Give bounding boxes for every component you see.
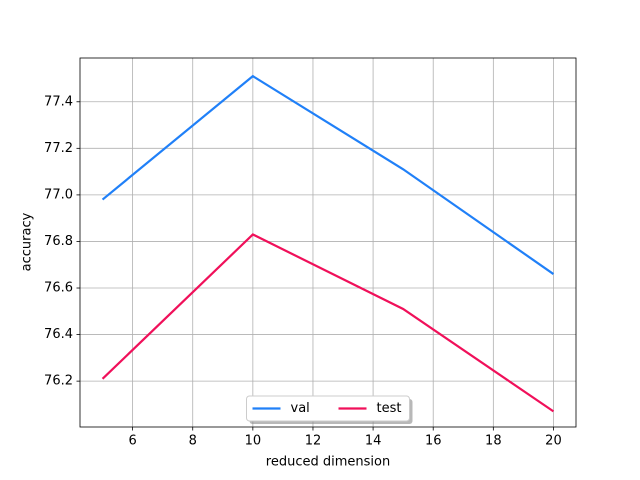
x-tick-label: 14 [365, 434, 382, 449]
x-tick-label: 8 [189, 434, 197, 449]
line-series [101, 74, 555, 275]
y-tick-label: 77.4 [44, 94, 73, 109]
x-tick-label: 18 [485, 434, 502, 449]
legend-box [246, 395, 410, 422]
x-tick-label: 20 [545, 434, 562, 449]
legend-label: test [377, 401, 402, 416]
y-tick-label: 76.6 [44, 281, 73, 296]
x-axis-label: reduced dimension [266, 455, 390, 470]
x-tick-label: 10 [245, 434, 262, 449]
legend: val test [246, 395, 413, 424]
y-tick-label: 77.0 [44, 187, 73, 202]
y-tick-label: 76.8 [44, 234, 73, 249]
legend-label: val [291, 401, 310, 416]
x-tick-label: 12 [305, 434, 322, 449]
y-tick-label: 76.2 [44, 374, 73, 389]
y-axis-label: accuracy [20, 212, 35, 271]
x-tick-label: 6 [128, 434, 136, 449]
y-tick-label: 76.4 [44, 327, 73, 342]
x-tick-label: 16 [425, 434, 442, 449]
axes-frame [79, 57, 577, 428]
line-series [101, 233, 555, 413]
y-tick-label: 77.2 [44, 141, 73, 156]
